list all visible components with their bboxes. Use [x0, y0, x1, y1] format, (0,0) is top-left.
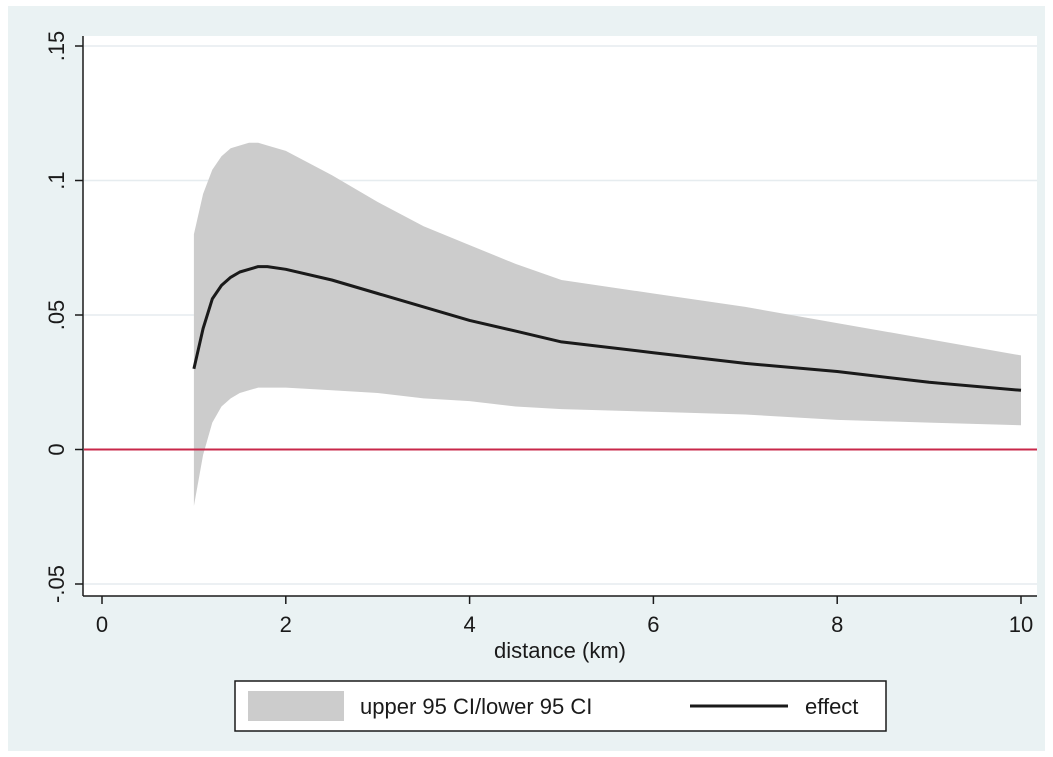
legend-label-ci-band: upper 95 CI/lower 95 CI	[360, 694, 592, 719]
ci-band-layer	[193, 142, 1021, 507]
x-tick-label-5: 10	[1009, 612, 1033, 637]
effect-line	[192, 265, 1022, 392]
ci-band	[193, 142, 1021, 507]
effect-line-layer	[192, 265, 1022, 392]
x-axis-label: distance (km)	[494, 638, 626, 663]
legend-swatch-ci-band	[248, 691, 344, 721]
y-tick-label-3: .1	[44, 171, 69, 189]
x-tick-label-3: 6	[647, 612, 659, 637]
y-tick-label-0: -.05	[44, 565, 69, 603]
y-tick-label-4: .15	[44, 31, 69, 62]
y-tick-label-2: .05	[44, 300, 69, 331]
y-tick-label-1: 0	[44, 443, 69, 455]
legend: upper 95 CI/lower 95 CI effect	[234, 680, 887, 732]
x-tick-label-4: 8	[831, 612, 843, 637]
line-chart: -.05 0 .05 .1 .15 0 2 4 6 8 10 distance (km) upper…	[44, 31, 1037, 732]
chart-background: -.05 0 .05 .1 .15 0 2 4 6 8 10 distance (km) upper…	[8, 6, 1045, 751]
legend-label-effect: effect	[805, 694, 858, 719]
x-tick-label-0: 0	[96, 612, 108, 637]
axes: -.05 0 .05 .1 .15 0 2 4 6 8 10	[44, 31, 1037, 637]
x-tick-label-2: 4	[463, 612, 475, 637]
x-tick-label-1: 2	[280, 612, 292, 637]
